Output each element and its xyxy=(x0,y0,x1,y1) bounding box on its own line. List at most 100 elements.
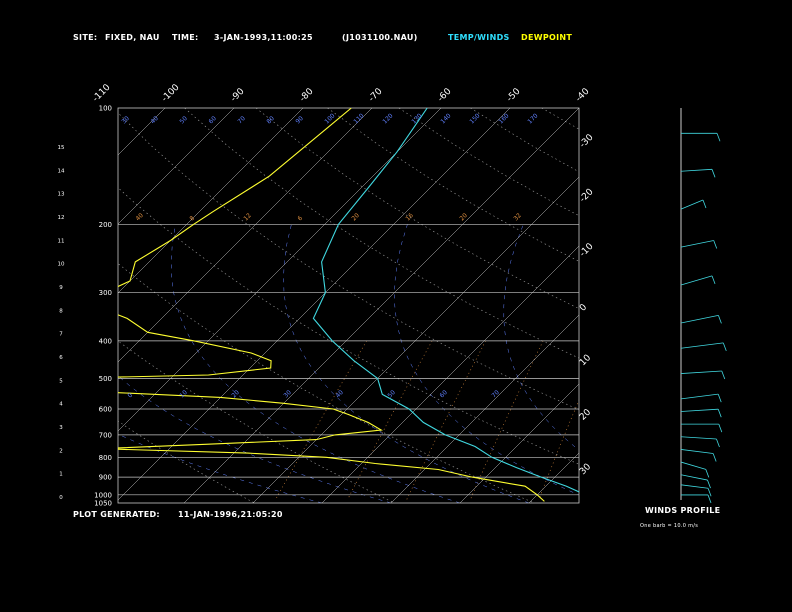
time-value: 3-JAN-1993,11:00:25 xyxy=(214,33,313,42)
isobar-lines xyxy=(118,224,579,496)
wind-barb-flag xyxy=(711,275,716,285)
adiabat-lines xyxy=(0,108,792,503)
mixing-ratio-label: 20 xyxy=(350,212,360,222)
wind-barb-shaft xyxy=(680,342,724,349)
dry-adiabat-label: 30 xyxy=(120,115,130,125)
dry-adiabat-line xyxy=(685,108,792,503)
isotherm-line xyxy=(118,108,442,432)
height-tick-label: 3 xyxy=(59,425,63,431)
lower-adiabat-label: 30 xyxy=(282,389,292,399)
wind-barb-flag xyxy=(718,423,723,433)
isotherm-line xyxy=(183,108,579,503)
height-tick-label: 11 xyxy=(58,238,65,244)
wind-barb-shaft xyxy=(680,449,714,454)
moist-adiabat-line xyxy=(118,375,392,503)
height-tick-label: 1 xyxy=(59,472,63,478)
right-temp-label: -30 xyxy=(578,132,596,150)
winds-profile-panel xyxy=(680,108,727,504)
dry-adiabat-line xyxy=(118,263,535,503)
wind-barb-flag xyxy=(707,479,711,489)
moist-adiabat-line xyxy=(503,224,579,451)
pressure-tick-label: 600 xyxy=(99,405,112,413)
mixing-ratio-line xyxy=(637,341,693,500)
isotherm-line xyxy=(528,452,579,503)
wind-barb-flag xyxy=(712,453,717,462)
height-tick-label: 2 xyxy=(59,448,63,454)
winds-profile-title: WINDS PROFILE xyxy=(645,506,721,515)
plot-generated-label: PLOT GENERATED: xyxy=(73,510,160,519)
wind-barb-shaft xyxy=(680,370,722,374)
lower-adiabat-label: 50 xyxy=(386,389,396,399)
dry-adiabat-line xyxy=(184,108,579,359)
height-tick-label: 12 xyxy=(58,215,65,221)
dry-adiabat-label: 90 xyxy=(294,115,304,125)
isotherm-line xyxy=(252,176,579,503)
wind-barb-flag xyxy=(702,199,707,209)
plot-generated-value: 11-JAN-1996,21:05:20 xyxy=(178,510,283,519)
mixing-ratio-label: 32 xyxy=(512,212,522,222)
height-tick-label: 13 xyxy=(58,192,65,198)
top-temp-label: -110 xyxy=(91,82,113,104)
wind-barb-flag xyxy=(717,409,722,418)
lower-adiabat-label: 20 xyxy=(230,389,240,399)
height-tick-label: 10 xyxy=(58,262,65,268)
wind-barb-shaft xyxy=(680,199,704,210)
isotherm-lines xyxy=(118,108,792,503)
dry-adiabat-line xyxy=(255,108,579,309)
pressure-tick-label: 200 xyxy=(99,221,112,229)
wind-barb-flag xyxy=(716,133,721,142)
site-value: FIXED, NAU xyxy=(105,33,160,42)
wind-barb-shaft xyxy=(680,275,713,286)
lower-adiabat-label: 0 xyxy=(126,392,134,400)
wind-barb-flag xyxy=(711,169,716,178)
mixing-ratio-line xyxy=(581,341,642,500)
lower-adiabat-label: 60 xyxy=(438,389,448,399)
time-label: TIME: xyxy=(172,33,199,42)
top-temp-label: -80 xyxy=(298,86,316,104)
axis-labels: 1002003004005006007008009001000105001234… xyxy=(58,82,596,507)
pressure-tick-label: 1000 xyxy=(94,491,112,499)
wind-barb-flag xyxy=(717,393,722,403)
isotherm-line xyxy=(667,108,792,503)
pressure-tick-label: 500 xyxy=(99,375,112,383)
isotherm-line xyxy=(118,108,304,294)
height-tick-label: 7 xyxy=(59,332,63,338)
height-tick-label: 5 xyxy=(59,378,63,384)
pressure-tick-label: 900 xyxy=(99,474,112,482)
mixing-ratio-line xyxy=(538,399,579,500)
moist-adiabat-line xyxy=(170,224,461,503)
dry-adiabat-line xyxy=(613,108,792,503)
pressure-tick-label: 700 xyxy=(99,431,112,439)
mixing-ratio-label: 40 xyxy=(134,212,144,222)
file-name: (J1031100.NAU) xyxy=(342,33,418,42)
pressure-tick-label: 100 xyxy=(99,105,112,113)
wind-barb-shaft xyxy=(680,484,709,489)
wind-barb-flag xyxy=(716,438,720,448)
right-temp-label: 20 xyxy=(578,407,593,422)
wind-barb-shaft xyxy=(680,168,713,172)
dry-adiabat-label: 120 xyxy=(381,112,394,125)
isotherm-line xyxy=(598,108,792,503)
top-temp-label: -100 xyxy=(160,82,182,104)
top-temp-label: -60 xyxy=(436,86,454,104)
lower-adiabat-label: 70 xyxy=(490,389,500,399)
winds-profile-note: One barb = 10.0 m/s xyxy=(640,523,699,529)
dry-adiabat-label: 140 xyxy=(439,112,452,125)
wind-barb-flag xyxy=(713,240,718,249)
isotherm-line xyxy=(118,108,511,501)
site-label: SITE: xyxy=(73,33,98,42)
height-tick-label: 9 xyxy=(59,285,63,291)
dewpoint-line xyxy=(118,108,545,502)
dry-adiabat-line xyxy=(470,108,579,173)
dry-adiabat-line xyxy=(0,108,115,503)
dry-adiabat-label: 160 xyxy=(497,112,510,125)
wind-barb-flag xyxy=(718,315,722,324)
plot-frame xyxy=(117,107,580,504)
wind-barb-flag xyxy=(707,488,712,497)
isotherm-line xyxy=(736,108,792,503)
pressure-tick-label: 800 xyxy=(99,454,112,462)
mixing-ratio-line xyxy=(275,340,367,500)
moist-adiabat-line xyxy=(394,224,579,496)
wind-barb-shaft xyxy=(680,461,706,470)
